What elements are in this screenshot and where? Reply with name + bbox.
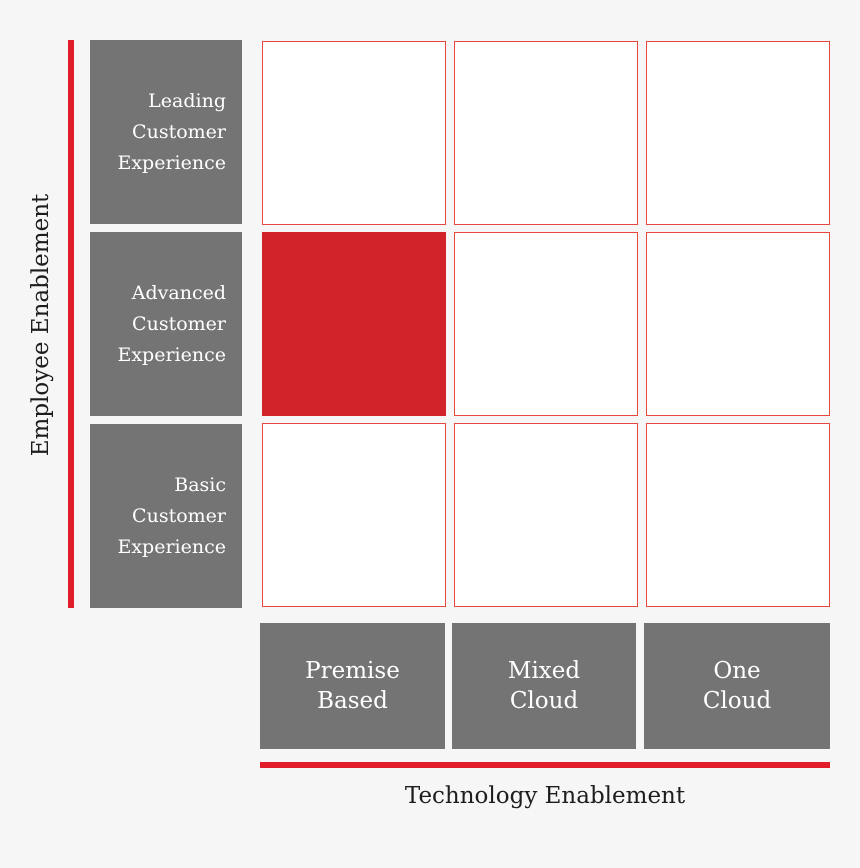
grid-cell-leading-mixed <box>454 41 638 225</box>
grid-cell-leading-one <box>646 41 830 225</box>
row-label-leading: Leading Customer Experience <box>90 40 242 224</box>
column-label-premise-based: Premise Based <box>260 623 445 749</box>
grid-cell-advanced-mixed <box>454 232 638 416</box>
grid-cell-basic-mixed <box>454 423 638 607</box>
column-label-mixed-cloud: Mixed Cloud <box>452 623 636 749</box>
row-label-advanced: Advanced Customer Experience <box>90 232 242 416</box>
column-label-one-cloud: One Cloud <box>644 623 830 749</box>
x-axis-bar <box>260 762 830 768</box>
y-axis-title: Employee Enablement <box>28 193 54 457</box>
x-axis-title: Technology Enablement <box>404 783 686 809</box>
y-axis-bar <box>68 40 74 608</box>
grid-cell-basic-one <box>646 423 830 607</box>
grid-cell-basic-premise <box>262 423 446 607</box>
grid-cell-advanced-one <box>646 232 830 416</box>
grid-cell-leading-premise <box>262 41 446 225</box>
grid-cell-advanced-premise-highlighted <box>262 232 446 416</box>
row-label-basic: Basic Customer Experience <box>90 424 242 608</box>
